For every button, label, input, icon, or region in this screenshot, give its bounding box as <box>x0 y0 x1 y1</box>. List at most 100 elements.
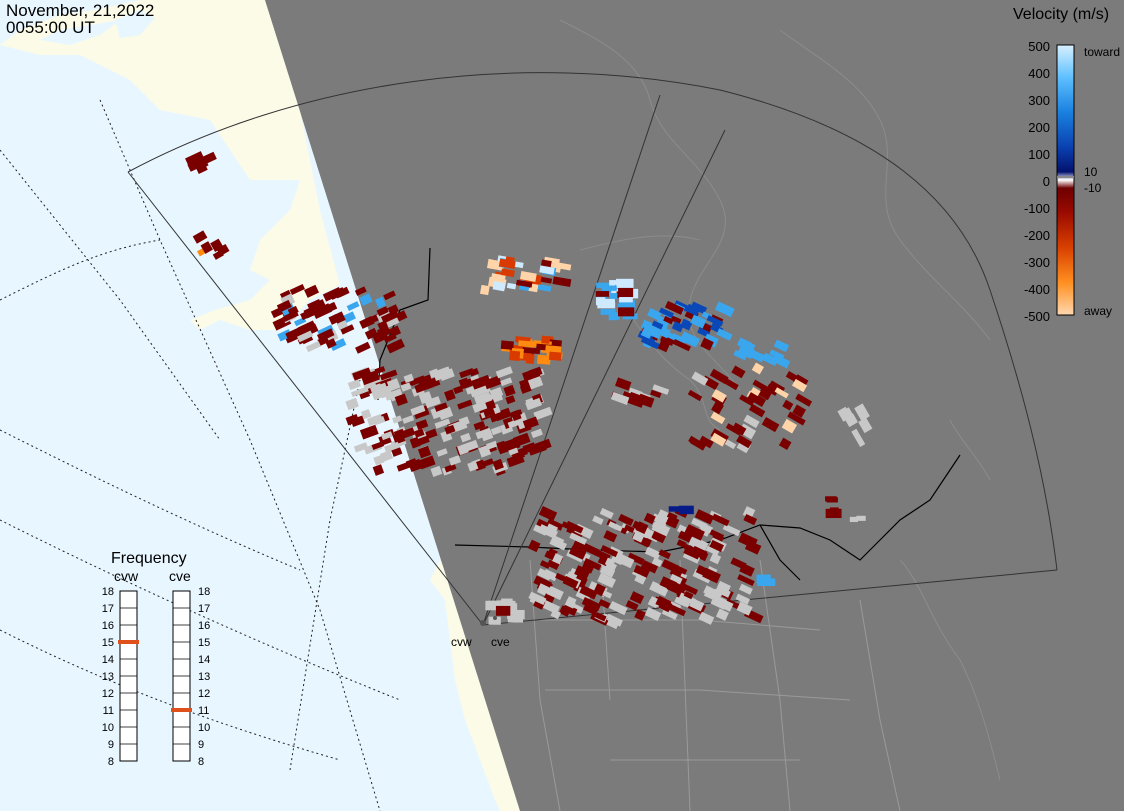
echo-cell <box>537 583 555 596</box>
echo-cell <box>507 418 522 429</box>
echo-cell <box>564 599 576 609</box>
echo-cell <box>692 545 708 558</box>
echo-cell <box>460 432 472 443</box>
echo-cell <box>751 362 764 375</box>
echo-cell <box>606 288 618 297</box>
echo-cell <box>711 513 730 527</box>
echo-cell <box>629 591 645 605</box>
echo-cell <box>495 605 511 616</box>
echo-cell <box>595 291 610 297</box>
echo-cell <box>647 308 662 321</box>
echo-cell <box>490 426 502 436</box>
echo-cell <box>670 315 682 325</box>
echo-cell <box>414 379 434 394</box>
echo-cell <box>571 539 589 555</box>
echo-cell <box>436 448 448 457</box>
echo-cell <box>733 349 748 361</box>
echo-cell <box>676 539 687 549</box>
echo-cell <box>722 523 741 537</box>
echo-cell <box>643 512 656 525</box>
echo-cell <box>185 151 205 168</box>
echo-cell <box>698 611 715 625</box>
echo-cell <box>679 331 701 348</box>
echo-cell <box>736 601 753 616</box>
echo-cell <box>690 314 707 329</box>
echo-cell <box>769 349 785 361</box>
radar-label-cve: cve <box>491 635 510 649</box>
echo-cell <box>791 378 808 393</box>
colorbar-tick-label: -100 <box>1023 201 1050 216</box>
frequency-tick-label: 10 <box>198 722 210 734</box>
echo-cell <box>307 298 323 312</box>
echo-cell <box>710 432 727 447</box>
echo-cell <box>479 458 494 468</box>
cve-frequency-marker <box>171 708 192 712</box>
colorbar-title: Velocity (m/s) <box>1013 6 1110 23</box>
echo-cell <box>500 377 513 387</box>
echo-cell <box>539 265 555 275</box>
echo-cell <box>705 545 720 556</box>
echo-cell <box>345 397 359 411</box>
frequency-tick-label: 15 <box>198 637 210 649</box>
echo-cell <box>384 390 399 401</box>
echo-cell <box>744 540 762 555</box>
echo-cell <box>622 313 638 320</box>
echo-cell <box>723 378 739 391</box>
echo-cell <box>378 385 393 399</box>
echo-cell <box>505 395 516 405</box>
echo-cell <box>592 515 604 525</box>
echo-cell <box>328 314 340 325</box>
echo-cell <box>472 401 488 413</box>
echo-cell <box>737 574 755 586</box>
frequency-tick-label: 11 <box>198 705 209 717</box>
colorbar-tick-label: 300 <box>1028 93 1050 108</box>
echo-cell <box>730 557 747 570</box>
echo-cell <box>192 230 208 244</box>
echo-cell <box>342 311 356 324</box>
echo-cell <box>709 368 729 385</box>
echo-cell <box>829 507 839 514</box>
echo-cell <box>849 516 858 523</box>
map-date: November, 21,2022 <box>6 1 155 20</box>
colorbar-tick-label: -200 <box>1023 228 1050 243</box>
echo-cell <box>319 301 338 316</box>
echo-cell <box>434 418 451 429</box>
echo-cell <box>509 409 523 418</box>
echo-cell <box>778 437 792 451</box>
echo-cell <box>792 404 807 418</box>
echo-cell <box>392 415 403 424</box>
echo-cell <box>354 286 367 296</box>
echo-cell <box>598 298 615 306</box>
echo-cell <box>568 546 587 560</box>
echo-cell <box>663 315 674 325</box>
echo-cell <box>548 351 562 361</box>
echo-cell <box>671 321 684 333</box>
echo-cell <box>640 319 659 335</box>
echo-cell <box>618 513 634 527</box>
echo-cell <box>512 432 531 447</box>
frequency-cve-label: cve <box>169 568 191 584</box>
echo-cell <box>756 574 771 584</box>
echo-cell <box>471 384 491 398</box>
echo-cell <box>490 412 505 423</box>
echo-cell <box>408 458 423 473</box>
echo-cell <box>661 608 678 620</box>
frequency-tick-label: 8 <box>108 756 114 768</box>
echo-cell <box>668 506 686 512</box>
echo-cell <box>552 553 564 565</box>
echo-cell <box>350 386 369 398</box>
echo-cell <box>458 416 470 427</box>
echo-cell <box>533 406 553 421</box>
colorbar-away-label: away <box>1084 304 1113 318</box>
echo-cell <box>538 505 558 522</box>
echo-cell <box>758 386 773 401</box>
echo-cell <box>795 393 813 407</box>
echo-cell <box>688 435 701 447</box>
colorbar-toward-label: toward <box>1084 45 1121 59</box>
frequency-tick-label: 16 <box>102 620 114 632</box>
echo-cell <box>554 262 572 271</box>
echo-cell <box>536 354 551 365</box>
echo-cell <box>212 249 224 260</box>
echo-cell <box>608 521 623 532</box>
echo-cell <box>603 530 618 543</box>
